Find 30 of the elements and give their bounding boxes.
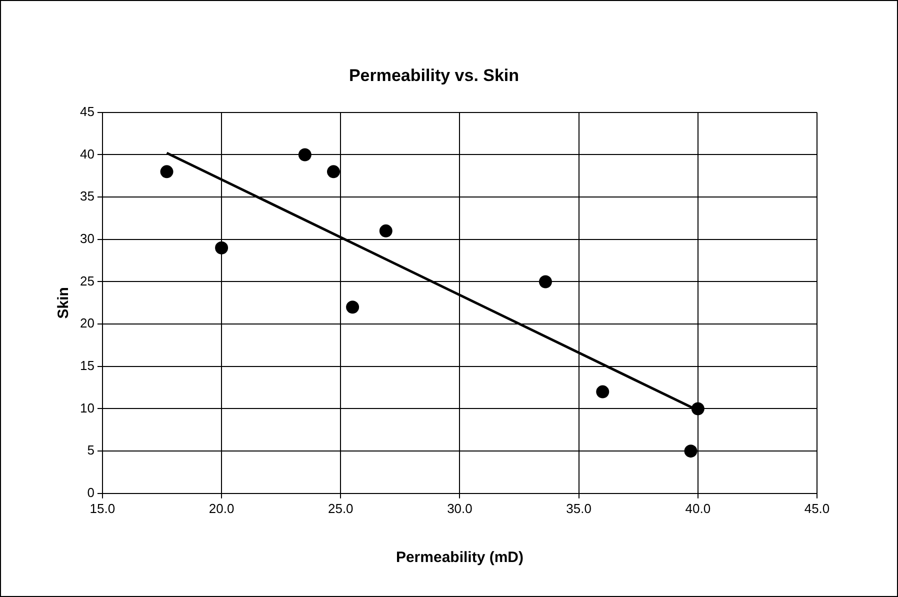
y-axis-title: Skin: [55, 287, 72, 319]
point: [346, 300, 360, 314]
x-tick-label: 30.0: [447, 500, 472, 516]
chart-title: Permeability vs. Skin: [348, 66, 520, 85]
y-tick-label: 10: [80, 400, 94, 416]
point: [691, 402, 704, 416]
x-tick-label: 45.0: [804, 500, 830, 516]
x-tick-label: 20.0: [208, 500, 234, 516]
point: [379, 224, 392, 238]
y-tick-label: 35: [80, 188, 94, 204]
y-tick-label: 15: [80, 358, 94, 373]
point: [160, 165, 174, 178]
x-tick-label: 40.0: [685, 500, 711, 516]
y-tick-label: 25: [80, 273, 94, 288]
x-tick-label: 15.0: [90, 500, 116, 516]
y-tick-label: 40: [80, 146, 94, 162]
y-tick-label: 0: [87, 484, 94, 500]
point: [326, 165, 340, 178]
y-tick-label: 30: [80, 230, 94, 246]
point: [538, 275, 552, 288]
point: [298, 148, 312, 162]
x-tick-label: 35.0: [566, 500, 592, 516]
x-axis-title: Permeability (mD): [396, 549, 524, 566]
y-tick-label: 5: [87, 442, 94, 458]
y-tick-label: 20: [80, 316, 94, 331]
point: [684, 444, 698, 458]
point: [596, 385, 610, 398]
point: [215, 241, 228, 254]
x-tick-label: 25.0: [328, 500, 354, 516]
y-tick-label: 45: [80, 104, 94, 119]
